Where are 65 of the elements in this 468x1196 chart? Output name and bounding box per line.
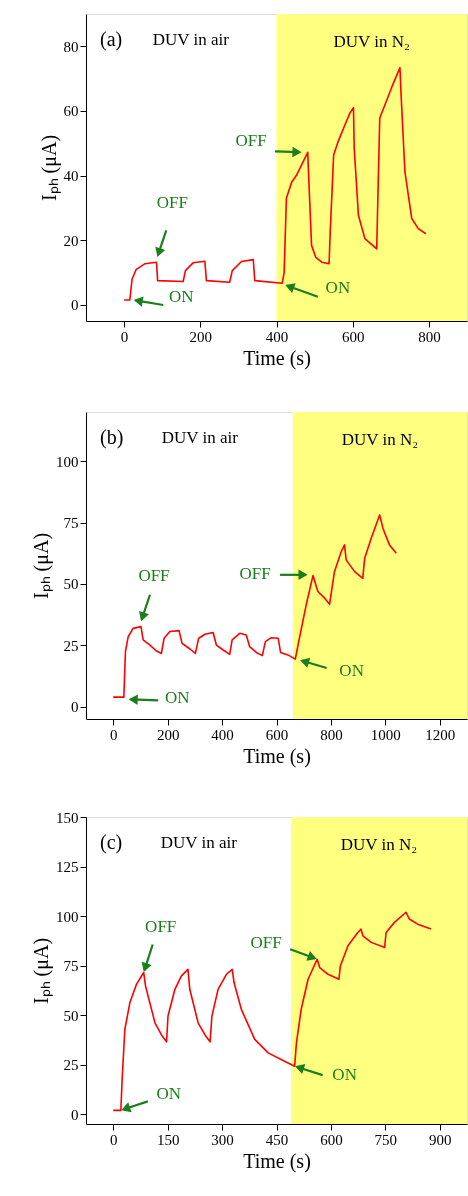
- band-label: DUV in N₂: [340, 835, 418, 854]
- x-tick-label: 400: [265, 328, 289, 345]
- annotation: ON: [168, 286, 194, 306]
- y-tick-label: 0: [71, 297, 79, 314]
- y-tick-label: 20: [63, 232, 79, 249]
- x-tick-label: 600: [341, 328, 365, 345]
- annotation: DUV in air: [161, 428, 239, 447]
- annotation: ON: [332, 1065, 357, 1085]
- annotation: OFF: [145, 917, 177, 937]
- annotation: ON: [156, 1084, 182, 1104]
- y-tick-label: 125: [56, 859, 79, 876]
- x-tick-label: 1200: [425, 726, 456, 743]
- y-tick-label: 25: [63, 1057, 79, 1074]
- band-label: DUV in N₂: [341, 430, 419, 449]
- x-tick-label: 200: [156, 726, 180, 743]
- annotation: DUV in air: [160, 833, 238, 852]
- x-axis-title: Time (s): [243, 1149, 311, 1173]
- y-tick-label: 100: [56, 908, 79, 925]
- annotation: OFF: [156, 193, 188, 213]
- annotation: ON: [325, 277, 351, 297]
- annotation: OFF: [138, 565, 170, 585]
- x-tick-label: 0: [109, 1131, 118, 1148]
- x-tick-label: 0: [120, 328, 129, 345]
- annotation: (b): [100, 426, 124, 449]
- x-tick-label: 0: [109, 726, 118, 743]
- x-axis-title: Time (s): [243, 744, 311, 768]
- y-tick-label: 75: [63, 515, 79, 532]
- line-series: [112, 911, 432, 1112]
- annotation: OFF: [250, 933, 282, 953]
- x-tick-label: 600: [265, 726, 289, 743]
- x-tick-label: 800: [320, 726, 343, 743]
- y-axis-title: Iₚₕ (μA): [30, 937, 53, 1005]
- y-tick-label: 40: [63, 168, 79, 185]
- x-tick-label: 900: [429, 1131, 452, 1148]
- y-tick-label: 0: [71, 699, 79, 716]
- annotation: OFF: [239, 563, 271, 583]
- y-tick-label: 0: [71, 1106, 79, 1123]
- y-tick-label: 25: [63, 637, 79, 654]
- annotation: DUV in air: [152, 30, 230, 49]
- x-tick-label: 750: [374, 1131, 398, 1148]
- y-axis-title: Iₚₕ (μA): [37, 134, 61, 202]
- x-tick-label: 300: [211, 1131, 234, 1148]
- y-tick-label: 60: [63, 103, 79, 120]
- annotation: (a): [100, 28, 123, 51]
- x-tick-label: 400: [211, 726, 234, 743]
- y-tick-label: 50: [63, 576, 79, 593]
- y-axis-title: Iₚₕ (μA): [30, 532, 53, 600]
- annotation: ON: [164, 688, 190, 708]
- x-tick-label: 600: [320, 1131, 343, 1148]
- annotation: (c): [100, 831, 123, 854]
- y-tick-label: 50: [63, 1007, 79, 1024]
- x-tick-label: 800: [418, 328, 441, 345]
- x-tick-label: 150: [156, 1131, 180, 1148]
- annotation: ON: [339, 661, 364, 681]
- annotation: OFF: [235, 131, 267, 151]
- y-tick-label: 150: [56, 809, 79, 826]
- y-tick-label: 80: [63, 38, 79, 55]
- line-series: [123, 66, 427, 301]
- band-label: DUV in N₂: [333, 32, 410, 51]
- x-tick-label: 1000: [370, 726, 401, 743]
- x-tick-label: 450: [265, 1131, 289, 1148]
- y-tick-label: 75: [63, 958, 79, 975]
- x-axis-title: Time (s): [243, 346, 311, 370]
- x-tick-label: 200: [189, 328, 213, 345]
- y-tick-label: 100: [56, 453, 79, 470]
